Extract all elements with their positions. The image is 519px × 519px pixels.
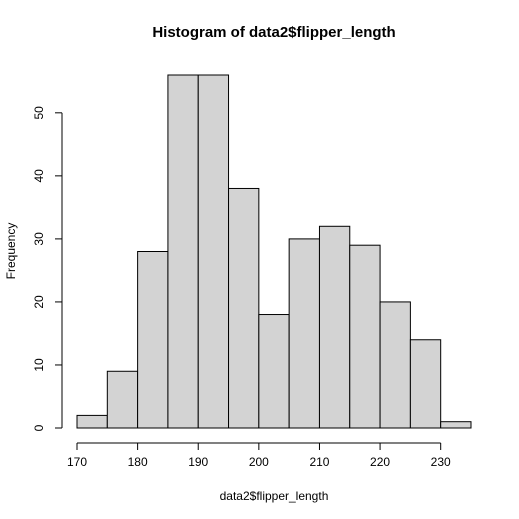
y-axis-label: Frequency <box>4 223 18 280</box>
y-tick-label: 10 <box>32 358 46 372</box>
histogram-bar <box>167 74 199 429</box>
x-tick-label: 170 <box>67 455 87 469</box>
histogram-bar <box>76 414 108 429</box>
chart-title: Histogram of data2$flipper_length <box>152 24 395 41</box>
x-tick-label: 200 <box>249 455 269 469</box>
y-axis: 0 10 20 30 40 50 <box>32 106 63 431</box>
x-tick-label: 230 <box>431 455 451 469</box>
histogram-bar <box>318 225 351 429</box>
x-tick-label: 220 <box>370 455 390 469</box>
histogram-bar <box>288 238 320 429</box>
histogram-bar <box>106 370 139 429</box>
y-tick-label: 30 <box>32 232 46 246</box>
x-tick-label: 180 <box>128 455 148 469</box>
y-tick-label: 0 <box>32 424 46 431</box>
y-tick-label: 40 <box>32 169 46 183</box>
histogram-bar <box>440 421 472 429</box>
histogram-bar <box>137 251 169 429</box>
histogram-bar <box>258 314 290 429</box>
x-tick-label: 190 <box>188 455 208 469</box>
histogram-bar <box>228 187 260 429</box>
x-axis: 170 180 190 200 210 220 230 <box>67 442 451 469</box>
histogram-bar <box>409 339 442 429</box>
y-tick-label: 20 <box>32 295 46 309</box>
bars-group <box>76 74 472 429</box>
y-tick-label: 50 <box>32 106 46 120</box>
x-axis-label: data2$flipper_length <box>220 489 329 503</box>
histogram-bar <box>379 301 411 429</box>
histogram-bar <box>349 244 381 429</box>
x-tick-label: 210 <box>309 455 329 469</box>
histogram-bar <box>197 74 230 429</box>
